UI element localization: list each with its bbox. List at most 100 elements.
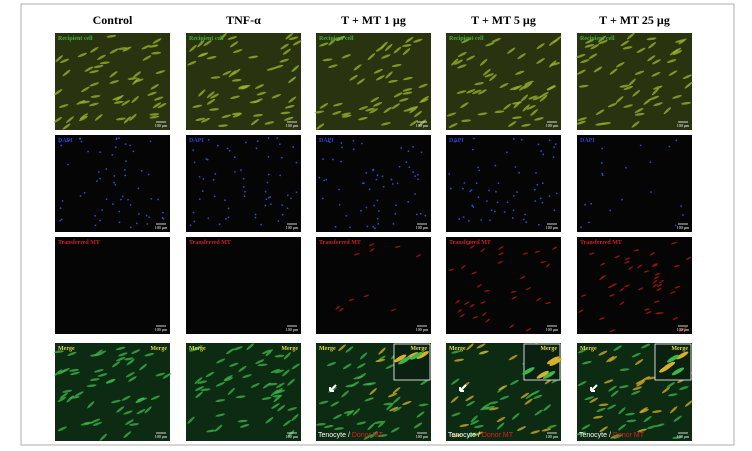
micrograph-panel: DAPI 100 µm bbox=[316, 135, 431, 232]
nucleus bbox=[276, 137, 279, 139]
nucleus bbox=[201, 190, 204, 192]
mitochondria bbox=[633, 249, 640, 252]
nucleus bbox=[462, 216, 465, 218]
channel-label: Merge bbox=[58, 346, 75, 352]
scale-bar-label: 100 µm bbox=[677, 327, 690, 332]
cell bbox=[315, 423, 326, 426]
cell bbox=[548, 39, 557, 46]
mitochondria bbox=[545, 263, 551, 268]
cell bbox=[647, 55, 656, 62]
cell bbox=[287, 430, 295, 438]
cell bbox=[610, 434, 620, 439]
cell bbox=[402, 91, 413, 95]
cell bbox=[513, 101, 521, 109]
nucleus bbox=[590, 202, 593, 205]
nucleus bbox=[365, 206, 368, 209]
micrograph-panel: Merge Merge Tenocyte / Donor MT 100 µm bbox=[446, 342, 562, 441]
nucleus bbox=[412, 146, 415, 148]
cell bbox=[418, 403, 429, 407]
cell bbox=[507, 121, 517, 127]
nucleus bbox=[505, 151, 508, 154]
cell bbox=[520, 392, 530, 399]
cell bbox=[413, 110, 422, 118]
cell bbox=[97, 373, 108, 377]
cell bbox=[648, 42, 657, 49]
inset-cell bbox=[662, 361, 676, 370]
cell bbox=[672, 436, 683, 439]
cell bbox=[678, 38, 687, 45]
cell bbox=[153, 96, 164, 101]
panel-background bbox=[316, 135, 431, 232]
cell bbox=[90, 418, 101, 423]
mitochondria bbox=[628, 266, 633, 271]
cell bbox=[534, 409, 543, 416]
nucleus bbox=[286, 194, 289, 197]
cell bbox=[466, 89, 476, 94]
mitochondria bbox=[363, 294, 370, 298]
cell bbox=[67, 351, 77, 356]
cell bbox=[231, 78, 242, 82]
nucleus bbox=[472, 205, 475, 208]
nucleus bbox=[214, 173, 217, 175]
cell bbox=[522, 104, 530, 112]
mitochondria bbox=[624, 284, 630, 288]
mitochondria bbox=[459, 313, 465, 318]
nucleus bbox=[601, 147, 604, 150]
nucleus bbox=[161, 216, 164, 219]
cell bbox=[499, 395, 510, 400]
arrow bbox=[329, 384, 337, 392]
cell bbox=[111, 399, 121, 404]
panel-background bbox=[186, 237, 301, 334]
nucleus bbox=[323, 179, 326, 182]
channel-label: Transferred MT bbox=[319, 240, 361, 246]
mitochondria bbox=[656, 283, 663, 287]
nucleus bbox=[145, 214, 148, 217]
cell bbox=[274, 387, 283, 395]
cell bbox=[367, 53, 376, 61]
nucleus bbox=[114, 146, 117, 149]
cell bbox=[253, 98, 263, 104]
mitochondria bbox=[552, 246, 558, 250]
nucleus bbox=[535, 172, 537, 174]
nucleus bbox=[552, 156, 555, 158]
cell bbox=[254, 84, 265, 90]
nucleus bbox=[486, 200, 488, 202]
cell bbox=[578, 84, 589, 88]
nucleus bbox=[376, 174, 379, 177]
cell bbox=[491, 38, 501, 43]
cell bbox=[366, 382, 377, 386]
cell bbox=[593, 415, 603, 419]
inset-label: Merge bbox=[410, 346, 427, 352]
cell bbox=[477, 112, 488, 116]
cell bbox=[203, 40, 212, 47]
cell bbox=[273, 64, 284, 69]
nucleus bbox=[601, 172, 604, 175]
cell bbox=[341, 390, 350, 398]
mitochondria bbox=[624, 261, 630, 264]
cell bbox=[386, 403, 394, 411]
cell bbox=[363, 434, 373, 440]
cell bbox=[524, 398, 533, 405]
cell bbox=[459, 423, 470, 427]
nucleus bbox=[588, 221, 590, 224]
scale-bar-label: 100 µm bbox=[286, 327, 299, 332]
cell bbox=[125, 419, 134, 425]
channel-label: Recipient cell bbox=[580, 36, 615, 42]
cell bbox=[122, 46, 132, 52]
cell bbox=[508, 354, 518, 361]
nucleus bbox=[125, 160, 127, 163]
cell bbox=[226, 348, 235, 355]
channel-label: DAPI bbox=[580, 138, 595, 144]
nucleus bbox=[675, 139, 678, 142]
cell bbox=[129, 113, 137, 121]
cell bbox=[623, 104, 633, 108]
cell bbox=[393, 406, 402, 413]
cell bbox=[607, 404, 617, 410]
cell bbox=[507, 47, 516, 54]
nucleus bbox=[218, 223, 221, 226]
cell bbox=[322, 58, 333, 62]
mitochondria bbox=[525, 287, 532, 291]
cell bbox=[590, 44, 600, 50]
cell bbox=[237, 419, 248, 423]
cell bbox=[626, 32, 635, 40]
